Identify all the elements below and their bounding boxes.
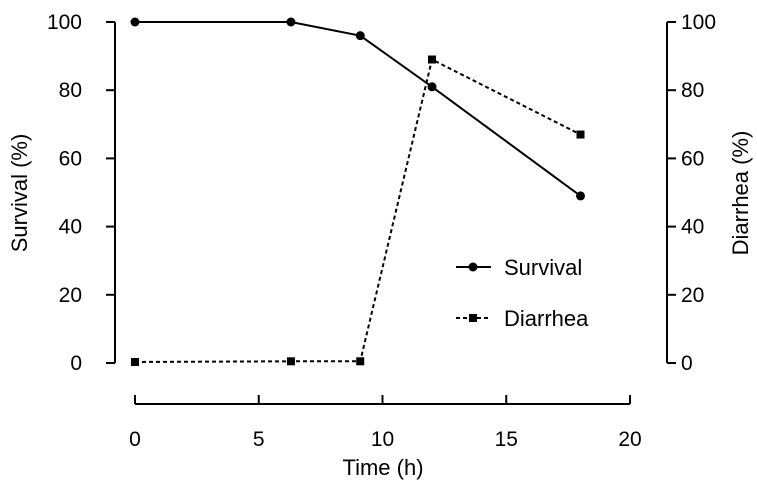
right-y-tick-label: 60 <box>681 147 704 170</box>
left-y-axis-title: Survival (%) <box>7 134 32 253</box>
legend-diarrhea-marker <box>469 314 477 322</box>
right-y-axis-title: Diarrhea (%) <box>728 131 753 256</box>
x-tick-label: 15 <box>495 428 518 451</box>
left-y-tick-label: 0 <box>70 352 82 375</box>
legend-item-diarrhea: Diarrhea <box>456 306 589 331</box>
diarrhea-point <box>356 357 365 366</box>
left-y-tick-label: 60 <box>59 147 82 170</box>
x-axis-title: Time (h) <box>342 455 423 480</box>
left-y-ticks: 0 20 40 60 80 100 <box>47 11 115 375</box>
legend: Survival Diarrhea <box>456 255 589 331</box>
legend-diarrhea-label: Diarrhea <box>504 306 589 331</box>
left-y-tick-label: 80 <box>59 79 82 102</box>
x-tick-label: 20 <box>618 428 641 451</box>
right-y-tick-label: 80 <box>681 79 704 102</box>
survival-point <box>355 31 365 41</box>
x-tick-label: 0 <box>129 428 141 451</box>
x-tick-label: 10 <box>371 428 394 451</box>
right-y-tick-label: 20 <box>681 284 704 307</box>
legend-item-survival: Survival <box>456 255 582 280</box>
survival-point <box>130 17 140 27</box>
diarrhea-point <box>576 130 585 139</box>
diarrhea-point <box>131 357 139 366</box>
axes <box>114 22 668 405</box>
right-y-ticks: 0 20 40 60 80 100 <box>667 11 716 375</box>
survival-point <box>576 191 585 201</box>
legend-survival-label: Survival <box>504 255 582 280</box>
survival-point <box>427 82 437 92</box>
diarrhea-point <box>428 55 436 64</box>
right-y-tick-label: 0 <box>681 352 693 375</box>
diarrhea-point <box>286 357 295 366</box>
legend-survival-marker <box>468 262 478 272</box>
left-y-tick-label: 100 <box>47 11 82 34</box>
right-y-tick-label: 40 <box>681 216 704 239</box>
left-y-tick-label: 40 <box>59 216 82 239</box>
plot-area <box>130 17 585 366</box>
survival-series-line <box>135 21 582 197</box>
x-ticks: 0 5 10 15 20 <box>129 395 642 451</box>
right-y-tick-label: 100 <box>681 11 716 34</box>
survival-point <box>286 17 296 27</box>
x-tick-label: 5 <box>253 428 265 451</box>
left-y-tick-label: 20 <box>59 284 82 307</box>
